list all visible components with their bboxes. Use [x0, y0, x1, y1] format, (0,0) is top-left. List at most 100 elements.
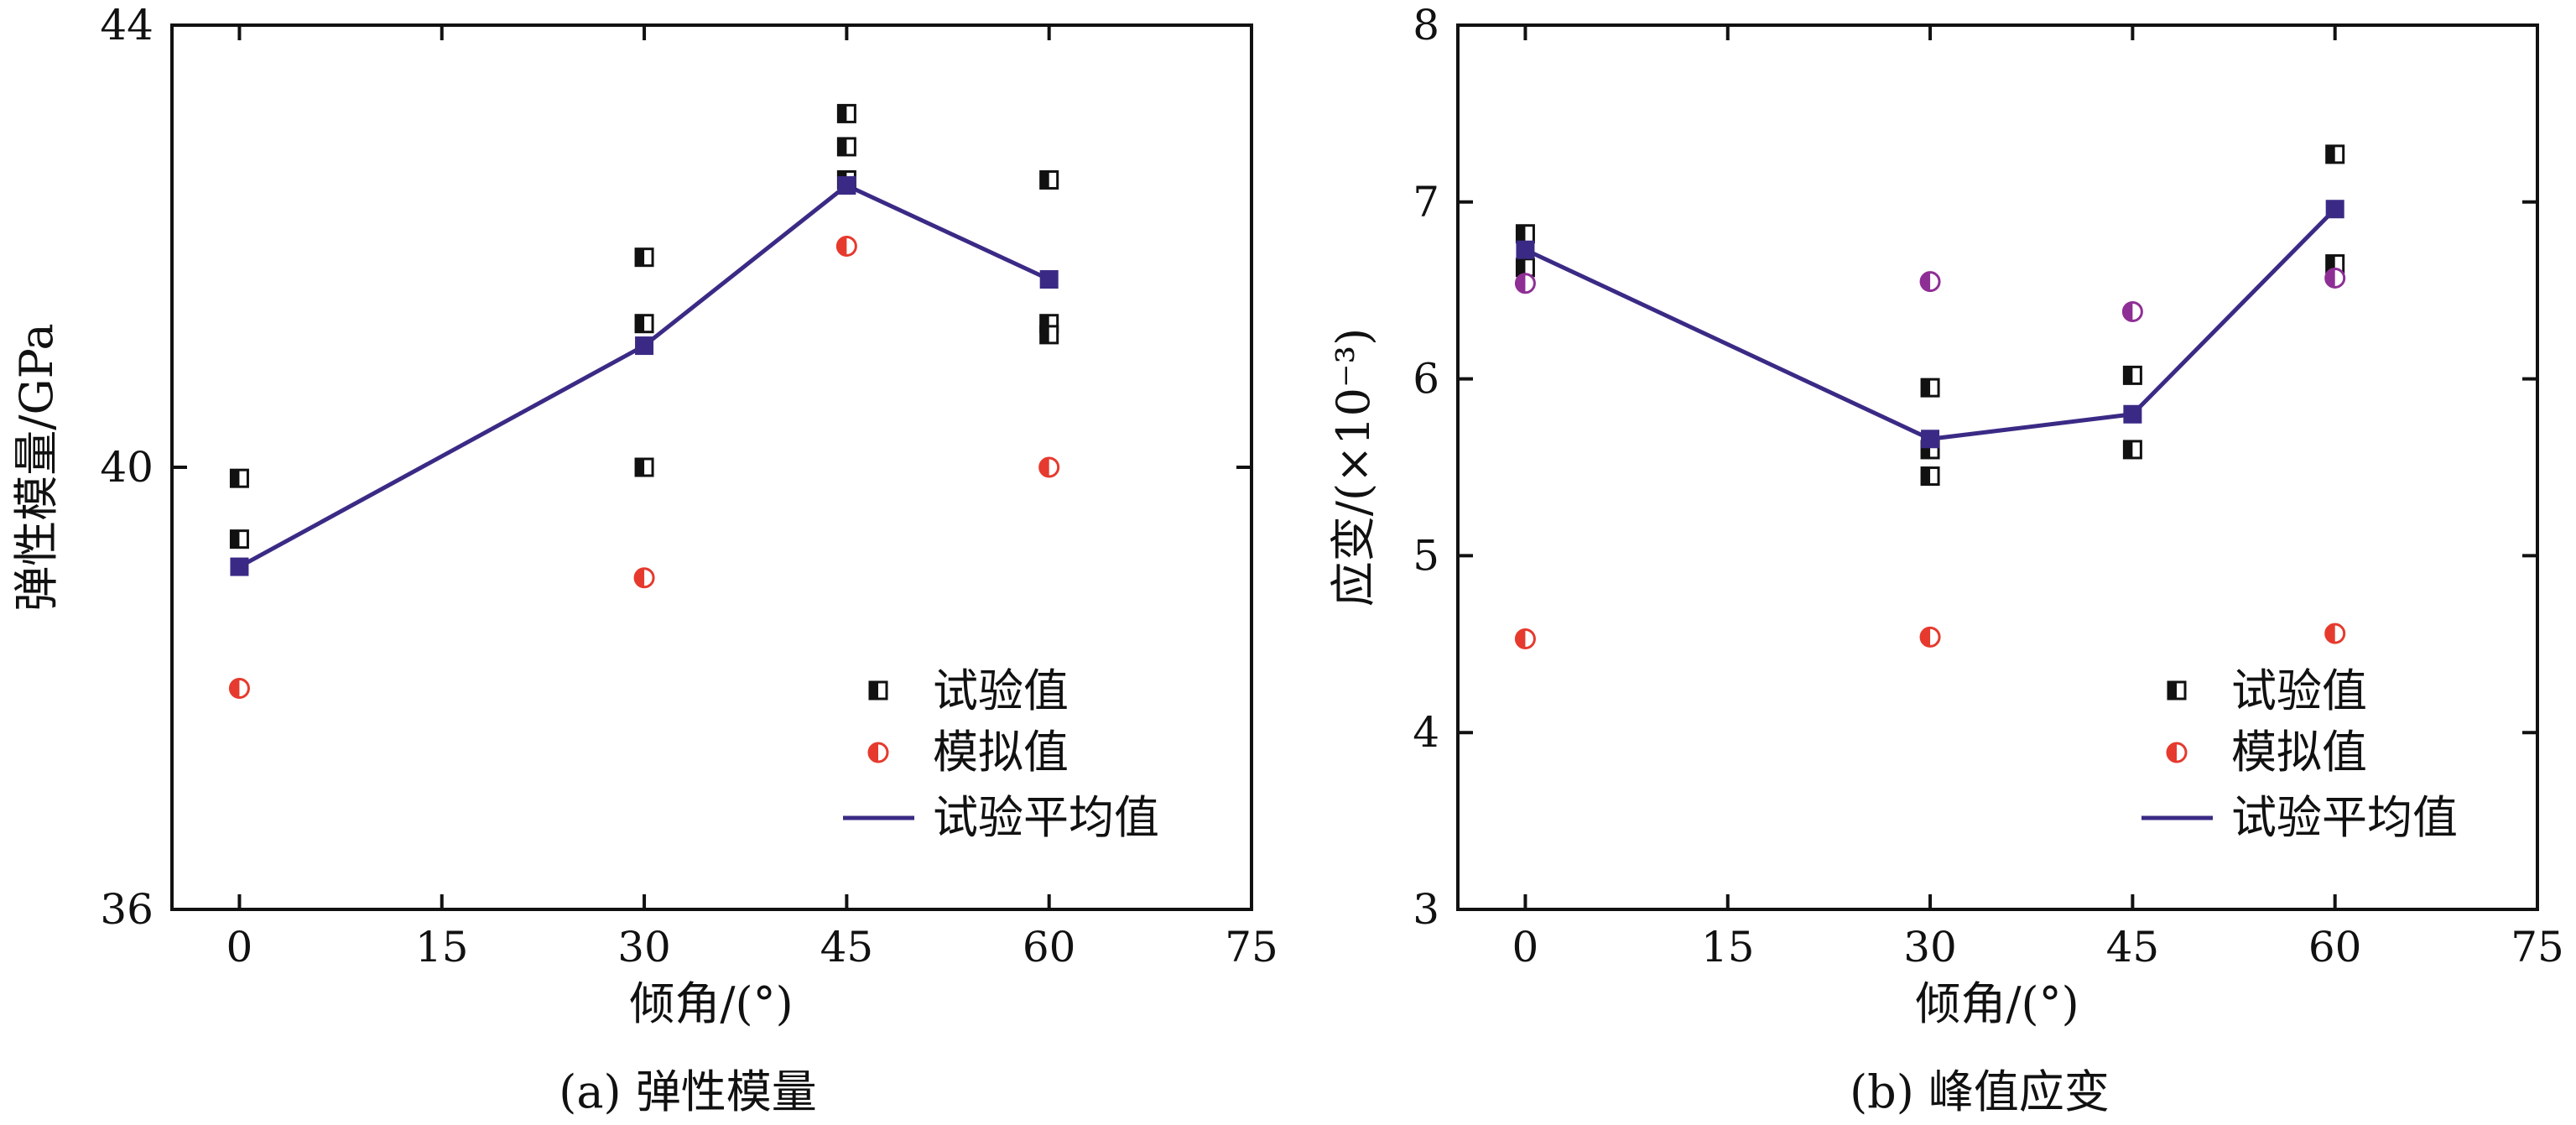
panel-b-caption: (b) 峰值应变	[1850, 1065, 2110, 1118]
x-tick-label: 30	[617, 923, 671, 971]
experiment-point-fill	[636, 315, 645, 332]
panel-a-xlabel: 倾角/(°)	[629, 977, 793, 1030]
mean-point	[230, 557, 249, 576]
panel-b-xlabel: 倾角/(°)	[1915, 977, 2079, 1030]
simulation-point-fill	[2325, 268, 2335, 288]
experiment-point-fill	[1517, 225, 1526, 242]
legend-square	[868, 680, 888, 701]
mean-point	[635, 336, 654, 356]
x-tick-label: 60	[1023, 923, 1076, 971]
mean-point	[2325, 200, 2344, 219]
y-tick-label: 3	[1413, 885, 1439, 934]
panel-a-mean-line	[238, 183, 1050, 569]
experiment-point-fill	[636, 248, 645, 266]
y-tick-label: 40	[100, 443, 154, 492]
simulation-point	[1514, 628, 1536, 649]
x-tick-label: 15	[1701, 923, 1755, 971]
legend-square-fill	[2168, 682, 2177, 699]
panel-b-points	[1514, 144, 2346, 649]
experiment-point-fill	[2326, 255, 2335, 273]
panel-a-points	[228, 103, 1060, 699]
mean-line	[1524, 207, 2337, 441]
experiment-point	[1039, 325, 1059, 345]
simulation-point	[835, 236, 857, 257]
panel-b-ylabel: 应变/(×10⁻³)	[1327, 328, 1380, 607]
experiment-point	[634, 247, 654, 268]
experiment-point-fill	[1922, 467, 1931, 485]
x-tick-label: 30	[1903, 923, 1957, 971]
simulation-point	[1038, 456, 1060, 478]
legend-label-experiment: 试验值	[2231, 664, 2367, 717]
panel-a: 0 15 30 45 60 75 36 40 44 倾角/(°) 弹性模量/GPa (a) 弹性…	[10, 1, 1278, 1118]
mean-point	[1921, 430, 1940, 449]
experiment-point	[2325, 144, 2345, 164]
x-tick-label: 75	[1225, 923, 1278, 971]
experiment-point	[634, 314, 654, 334]
simulation-point	[1919, 271, 1941, 293]
panel-b-legend: 试验值 模拟值 试验平均值	[2141, 664, 2458, 844]
experiment-point-fill	[636, 459, 645, 476]
simulation-point-fill	[1516, 273, 1526, 293]
y-tick-label: 8	[1413, 1, 1439, 49]
panel-a-legend: 试验值 模拟值 试验平均值	[843, 664, 1159, 844]
legend-marker-experiment	[868, 680, 888, 701]
simulation-point	[2121, 300, 2143, 322]
experiment-point	[1039, 169, 1059, 190]
legend-label-simulation: 模拟值	[933, 726, 1069, 779]
legend-marker-experiment	[2167, 680, 2187, 701]
experiment-point	[1920, 466, 1940, 487]
legend-circle-fill	[869, 743, 878, 762]
legend-square-fill	[870, 682, 878, 699]
legend-label-mean: 试验平均值	[2231, 791, 2458, 844]
experiment-point-fill	[231, 470, 240, 487]
simulation-point	[2324, 622, 2346, 644]
simulation-point-fill	[2123, 302, 2133, 321]
y-tick-label: 7	[1413, 178, 1439, 227]
panel-a-frame	[170, 23, 1253, 911]
simulation-point	[633, 567, 655, 589]
simulation-point	[1919, 626, 1941, 648]
experiment-point-fill	[1922, 379, 1931, 397]
experiment-point-fill	[838, 138, 847, 155]
experiment-point	[2122, 365, 2142, 385]
experiment-point	[836, 137, 856, 157]
mean-point	[2123, 404, 2142, 424]
x-tick-label: 75	[2511, 923, 2564, 971]
experiment-point	[2122, 440, 2142, 460]
legend-label-simulation: 模拟值	[2231, 726, 2367, 779]
legend-label-experiment: 试验值	[933, 664, 1069, 717]
experiment-point-fill	[1922, 440, 1931, 458]
x-tick-label: 60	[2308, 923, 2362, 971]
panel-a-ticks: 0 15 30 45 60 75 36 40 44	[100, 1, 1278, 971]
experiment-point-fill	[1040, 315, 1049, 332]
simulation-point-fill	[1921, 628, 1931, 647]
y-tick-label: 36	[100, 885, 154, 934]
mean-point	[1516, 240, 1535, 259]
mean-line	[238, 183, 1050, 569]
mean-point	[837, 176, 856, 195]
simulation-point	[1514, 273, 1536, 294]
y-tick-label: 4	[1413, 708, 1439, 757]
x-tick-label: 0	[226, 923, 253, 971]
panel-b-frame	[1456, 23, 2539, 911]
panel-b-mean-line	[1524, 207, 2337, 441]
simulation-point-fill	[230, 679, 240, 698]
simulation-point-fill	[635, 568, 645, 587]
experiment-point-fill	[838, 105, 847, 122]
experiment-point-fill	[1517, 258, 1526, 276]
panel-a-ylabel: 弹性模量/GPa	[10, 323, 63, 611]
panel-a-caption: (a) 弹性模量	[559, 1065, 817, 1118]
simulation-point-fill	[1516, 629, 1526, 648]
simulation-point-fill	[837, 237, 847, 256]
experiment-point-fill	[2124, 440, 2133, 458]
simulation-point-fill	[2325, 624, 2335, 643]
x-tick-label: 45	[2106, 923, 2160, 971]
y-tick-label: 5	[1413, 531, 1439, 580]
experiment-point-fill	[1040, 326, 1049, 343]
y-tick-label: 44	[100, 1, 154, 49]
experiment-point-fill	[231, 530, 240, 548]
legend-marker-simulation	[2166, 742, 2188, 763]
